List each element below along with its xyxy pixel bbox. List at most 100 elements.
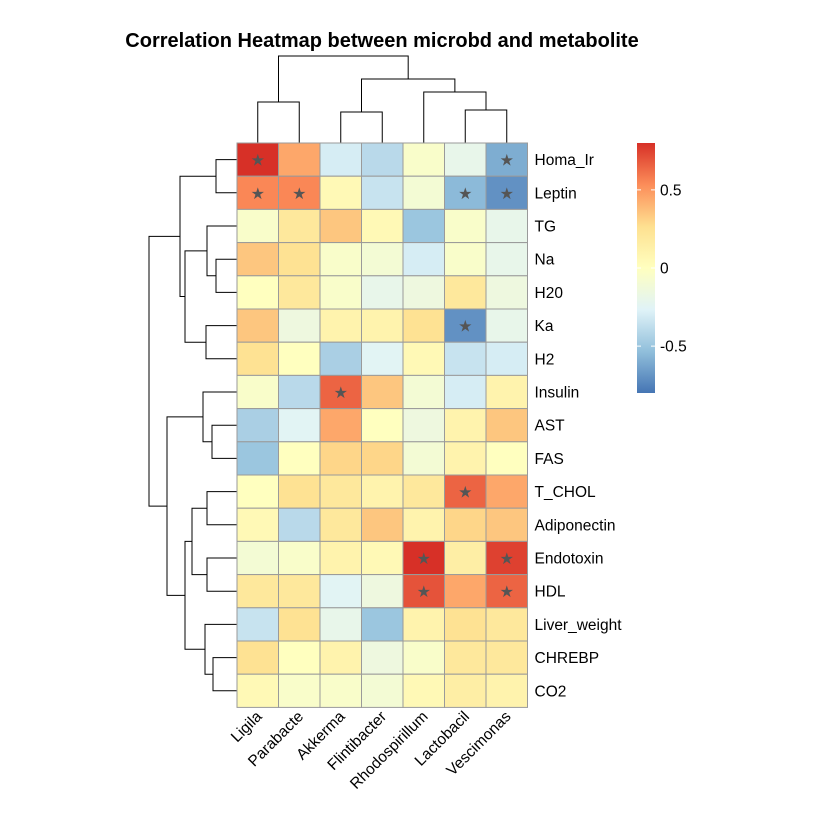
heatmap-cell xyxy=(361,275,404,310)
heatmap-cell xyxy=(278,607,321,642)
significance-star: ★ xyxy=(334,383,348,402)
heatmap-cell xyxy=(278,374,321,410)
row-dendrogram-link xyxy=(204,623,237,675)
row-dendrogram-link xyxy=(205,325,237,360)
heatmap-cell xyxy=(319,607,362,642)
heatmap-cell xyxy=(319,208,362,244)
row-label: Ka xyxy=(535,318,554,335)
row-dendrogram-link xyxy=(191,507,207,576)
row-dendrogram-link xyxy=(215,258,237,293)
heatmap-cell xyxy=(361,607,404,642)
row-label: Homa_Ir xyxy=(535,152,594,169)
heatmap-cell xyxy=(236,374,279,410)
heatmap-cell xyxy=(444,474,487,509)
row-dendrogram-link xyxy=(206,557,237,592)
heatmap-cell xyxy=(236,607,279,642)
significance-markers: ★ ★ ★ ★ ★ ★ ★ ★ ★ ★ ★ ★ ★ xyxy=(251,151,514,602)
row-dendrogram-link xyxy=(206,491,237,526)
chart-title: Correlation Heatmap between microbd and … xyxy=(125,30,638,52)
row-label: TG xyxy=(535,219,557,236)
heatmap-cell xyxy=(319,341,362,376)
heatmap-cell xyxy=(444,408,487,443)
heatmap-cell xyxy=(444,441,487,476)
row-dendrogram-link xyxy=(206,225,237,277)
heatmap-cell xyxy=(319,142,362,177)
heatmap-cells xyxy=(236,142,528,708)
heatmap-cell xyxy=(402,275,445,310)
row-label: CO2 xyxy=(535,683,567,700)
heatmap-cell xyxy=(319,242,362,277)
heatmap-cell xyxy=(402,308,445,343)
heatmap-cell xyxy=(361,441,404,476)
heatmap-cell xyxy=(361,673,404,708)
heatmap-cell xyxy=(485,607,528,642)
heatmap-cell xyxy=(278,474,321,509)
significance-star: ★ xyxy=(251,184,265,203)
significance-star: ★ xyxy=(417,549,431,568)
heatmap-cell xyxy=(402,607,445,642)
row-label: Leptin xyxy=(535,185,577,202)
heatmap-cell xyxy=(444,574,487,609)
heatmap-cell xyxy=(485,308,528,343)
heatmap-cell xyxy=(278,507,321,542)
heatmap-cell xyxy=(444,341,487,376)
row-label: Adiponectin xyxy=(535,517,616,534)
heatmap-cell xyxy=(319,441,362,476)
heatmap-cell xyxy=(361,242,404,277)
heatmap-cell xyxy=(402,441,445,476)
significance-star: ★ xyxy=(500,184,514,203)
heatmap-cell xyxy=(236,507,279,542)
heatmap-cell xyxy=(236,574,279,609)
row-dendrogram-link xyxy=(202,391,237,443)
column-dendrogram-link xyxy=(278,55,409,102)
heatmap-cell xyxy=(485,374,528,410)
heatmap-cell xyxy=(278,408,321,443)
heatmap-cell xyxy=(319,374,362,410)
heatmap-cell xyxy=(485,640,528,675)
heatmap-cell xyxy=(319,474,362,509)
heatmap-cell xyxy=(319,408,362,443)
heatmap-cell xyxy=(319,540,362,576)
heatmap-cell xyxy=(444,142,487,177)
row-dendrogram-link xyxy=(184,540,205,650)
significance-star: ★ xyxy=(292,184,306,203)
heatmap-cell xyxy=(444,640,487,675)
column-dendrogram-link xyxy=(464,109,508,143)
heatmap-cell xyxy=(402,540,445,576)
heatmap-cell xyxy=(361,374,404,410)
heatmap-cell xyxy=(278,640,321,675)
significance-star: ★ xyxy=(458,483,472,502)
heatmap-cell xyxy=(236,640,279,675)
row-label: CHREBP xyxy=(535,650,600,667)
row-label: FAS xyxy=(535,451,564,468)
heatmap-cell xyxy=(278,574,321,609)
legend-tick-label: 0.5 xyxy=(660,182,682,199)
row-dendrogram-link xyxy=(215,159,237,194)
heatmap-cell xyxy=(361,175,404,210)
heatmap-cell xyxy=(236,673,279,708)
heatmap-cell xyxy=(402,640,445,675)
heatmap-cell xyxy=(444,673,487,708)
heatmap-cell xyxy=(361,308,404,343)
significance-star: ★ xyxy=(500,549,514,568)
heatmap-cell xyxy=(485,507,528,542)
heatmap-cell xyxy=(444,607,487,642)
significance-star: ★ xyxy=(500,151,514,170)
row-label: Insulin xyxy=(535,385,580,402)
row-dendrogram-link xyxy=(148,235,180,507)
row-dendrogram-link xyxy=(184,250,207,343)
heatmap-cell xyxy=(402,208,445,244)
heatmap-cell xyxy=(361,341,404,376)
heatmap-cell xyxy=(319,507,362,542)
row-label: H2 xyxy=(535,351,555,368)
heatmap-cell xyxy=(361,574,404,609)
heatmap-cell xyxy=(361,208,404,244)
heatmap-cell xyxy=(485,242,528,277)
heatmap-cell xyxy=(278,341,321,376)
heatmap-cell xyxy=(485,474,528,509)
heatmap-cell xyxy=(402,507,445,542)
heatmap-cell xyxy=(236,208,279,244)
column-dendrogram xyxy=(257,55,508,143)
heatmap-cell xyxy=(278,142,321,177)
heatmap-cell xyxy=(444,208,487,244)
